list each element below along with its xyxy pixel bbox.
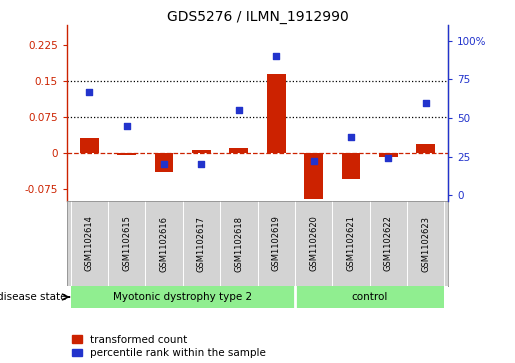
- Text: GSM1102616: GSM1102616: [160, 216, 168, 272]
- Text: GSM1102618: GSM1102618: [234, 216, 243, 272]
- Bar: [295, 286, 444, 307]
- Text: Myotonic dystrophy type 2: Myotonic dystrophy type 2: [113, 292, 252, 302]
- Text: GSM1102619: GSM1102619: [272, 216, 281, 272]
- Bar: [416, 144, 435, 153]
- Bar: [80, 138, 99, 153]
- Bar: [117, 153, 136, 155]
- Title: GDS5276 / ILMN_1912990: GDS5276 / ILMN_1912990: [167, 11, 348, 24]
- Point: [347, 134, 355, 139]
- Point: [85, 89, 94, 95]
- Text: GSM1102617: GSM1102617: [197, 216, 206, 272]
- Bar: [192, 151, 211, 153]
- Bar: [71, 286, 295, 307]
- Text: GSM1102620: GSM1102620: [309, 216, 318, 272]
- Text: GSM1102614: GSM1102614: [85, 216, 94, 272]
- Point: [235, 107, 243, 113]
- Point: [421, 100, 430, 106]
- Text: GSM1102615: GSM1102615: [122, 216, 131, 272]
- Point: [123, 123, 131, 129]
- Point: [160, 162, 168, 167]
- Text: GSM1102623: GSM1102623: [421, 216, 430, 272]
- Bar: [379, 153, 398, 157]
- Bar: [230, 148, 248, 153]
- Point: [384, 155, 392, 161]
- Bar: [267, 74, 285, 153]
- Bar: [154, 153, 174, 172]
- Point: [197, 162, 205, 167]
- Legend: transformed count, percentile rank within the sample: transformed count, percentile rank withi…: [72, 335, 266, 358]
- Point: [310, 159, 318, 164]
- Text: disease state: disease state: [0, 292, 66, 302]
- Bar: [304, 153, 323, 199]
- Bar: [341, 153, 360, 179]
- Text: control: control: [351, 292, 388, 302]
- Text: GSM1102622: GSM1102622: [384, 216, 393, 272]
- Text: GSM1102621: GSM1102621: [347, 216, 355, 272]
- Point: [272, 53, 280, 59]
